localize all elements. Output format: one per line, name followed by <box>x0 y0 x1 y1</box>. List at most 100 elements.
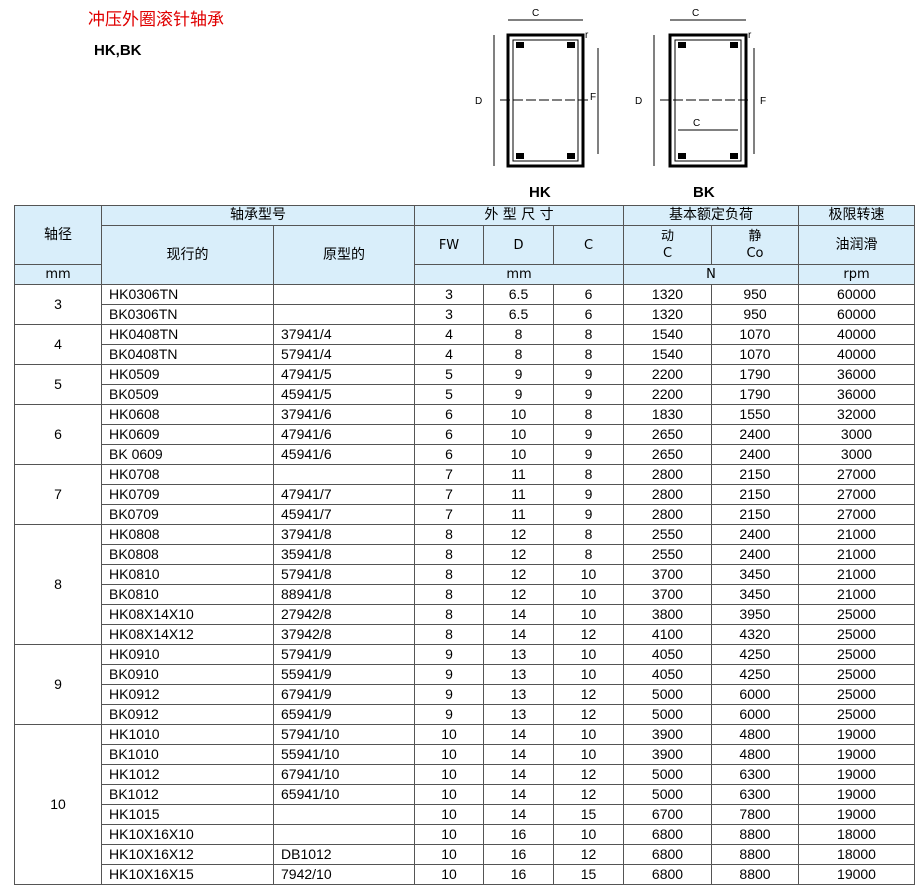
d: 10 <box>483 424 554 445</box>
table-row: BK0408TN 57941/4 4 8 8 1540 1070 40000 <box>15 344 915 365</box>
fw: 5 <box>414 384 484 405</box>
table-row: HK10X16X10 10 16 10 6800 8800 18000 <box>15 824 915 845</box>
fw: 7 <box>414 464 484 485</box>
header-d: D <box>483 225 554 265</box>
dynamic-load: 3900 <box>623 744 712 765</box>
fw: 8 <box>414 584 484 605</box>
d: 14 <box>483 624 554 645</box>
oil-speed: 3000 <box>798 424 915 445</box>
current-model: HK1012 <box>101 764 274 785</box>
static-load: 4250 <box>711 644 799 665</box>
c: 12 <box>553 684 624 705</box>
bk-diagram: C C D F r <box>635 8 766 168</box>
fw: 10 <box>414 824 484 845</box>
table-row: BK 0609 45941/6 6 10 9 2650 2400 3000 <box>15 444 915 465</box>
table-row: HK10X16X12 DB1012 10 16 12 6800 8800 18000 <box>15 844 915 865</box>
table-row: 8 HK0808 37941/8 8 12 8 2550 2400 21000 <box>14 524 915 645</box>
oil-speed: 21000 <box>798 584 915 605</box>
current-model: HK08X14X12 <box>101 624 274 645</box>
shaft-diameter: 6 <box>14 404 102 465</box>
table-row: HK10X16X15 7942/10 10 16 15 6800 8800 19000 <box>15 864 915 885</box>
d: 13 <box>483 644 554 665</box>
d: 10 <box>483 444 554 465</box>
bk-label: BK <box>693 184 715 201</box>
fw: 8 <box>414 604 484 625</box>
c: 10 <box>553 584 624 605</box>
oil-speed: 40000 <box>798 324 915 345</box>
c: 8 <box>553 544 624 565</box>
c: 12 <box>553 624 624 645</box>
static-load: 1070 <box>711 344 799 365</box>
static-load: 1790 <box>711 364 799 385</box>
static-load: 4250 <box>711 664 799 685</box>
oil-speed: 27000 <box>798 504 915 525</box>
unit-shaft: mm <box>14 264 102 285</box>
d: 14 <box>483 744 554 765</box>
original-model: 55941/10 <box>273 744 415 765</box>
d: 16 <box>483 844 554 865</box>
c: 6 <box>553 284 624 305</box>
oil-speed: 25000 <box>798 684 915 705</box>
current-model: BK1010 <box>101 744 274 765</box>
d: 12 <box>483 584 554 605</box>
original-model: 47941/5 <box>273 364 415 385</box>
shaft-diameter: 9 <box>14 644 102 725</box>
header-model: 轴承型号 <box>101 205 415 226</box>
dynamic-load: 1830 <box>623 404 712 425</box>
original-model: 45941/5 <box>273 384 415 405</box>
original-model: 57941/9 <box>273 644 415 665</box>
d: 14 <box>483 724 554 745</box>
c: 10 <box>553 664 624 685</box>
current-model: BK0810 <box>101 584 274 605</box>
header-fw: FW <box>414 225 484 265</box>
dynamic-load: 2200 <box>623 384 712 405</box>
dynamic-load: 5000 <box>623 764 712 785</box>
c: 8 <box>553 404 624 425</box>
table-row: 10 HK1010 57941/10 10 14 10 3900 4800 19000 <box>14 724 915 885</box>
d: 12 <box>483 524 554 545</box>
original-model: 65941/9 <box>273 704 415 725</box>
fw: 9 <box>414 704 484 725</box>
table-row: HK0609 47941/6 6 10 9 2650 2400 3000 <box>15 424 915 445</box>
current-model: HK10X16X15 <box>101 864 274 885</box>
d: 11 <box>483 484 554 505</box>
oil-speed: 60000 <box>798 284 915 305</box>
fw: 6 <box>414 444 484 465</box>
c: 8 <box>553 524 624 545</box>
dynamic-load: 6800 <box>623 844 712 865</box>
table-row: BK0709 45941/7 7 11 9 2800 2150 27000 <box>15 504 915 525</box>
dynamic-load: 5000 <box>623 684 712 705</box>
original-model: 27942/8 <box>273 604 415 625</box>
current-model: HK1010 <box>101 724 274 745</box>
shaft-diameter: 3 <box>14 284 102 325</box>
oil-speed: 25000 <box>798 704 915 725</box>
dynamic-load: 1540 <box>623 344 712 365</box>
static-load: 3950 <box>711 604 799 625</box>
fw: 4 <box>414 344 484 365</box>
d: 13 <box>483 664 554 685</box>
original-model: 88941/8 <box>273 584 415 605</box>
dim-rs: r <box>748 30 752 41</box>
dynamic-load: 1320 <box>623 284 712 305</box>
d: 8 <box>483 344 554 365</box>
table-row: BK0910 55941/9 9 13 10 4050 4250 25000 <box>15 664 915 685</box>
table-row: HK08X14X10 27942/8 8 14 10 3800 3950 25000 <box>15 604 915 625</box>
d: 14 <box>483 604 554 625</box>
oil-speed: 25000 <box>798 664 915 685</box>
table-row: HK08X14X12 37942/8 8 14 12 4100 4320 25000 <box>15 624 915 645</box>
dim-d: D <box>635 96 642 107</box>
c: 8 <box>553 324 624 345</box>
original-model: 57941/8 <box>273 564 415 585</box>
c: 9 <box>553 484 624 505</box>
oil-speed: 60000 <box>798 304 915 325</box>
table-row: 3 HK0306TN 3 6.5 6 1320 950 60000 <box>14 284 915 325</box>
static-load: 1550 <box>711 404 799 425</box>
dynamic-load: 1320 <box>623 304 712 325</box>
original-model: 57941/10 <box>273 724 415 745</box>
oil-speed: 25000 <box>798 644 915 665</box>
shaft-diameter: 7 <box>14 464 102 525</box>
dim-c: C <box>532 8 539 19</box>
original-model: 67941/10 <box>273 764 415 785</box>
oil-speed: 19000 <box>798 724 915 745</box>
header-load: 基本额定负荷 <box>623 205 799 226</box>
